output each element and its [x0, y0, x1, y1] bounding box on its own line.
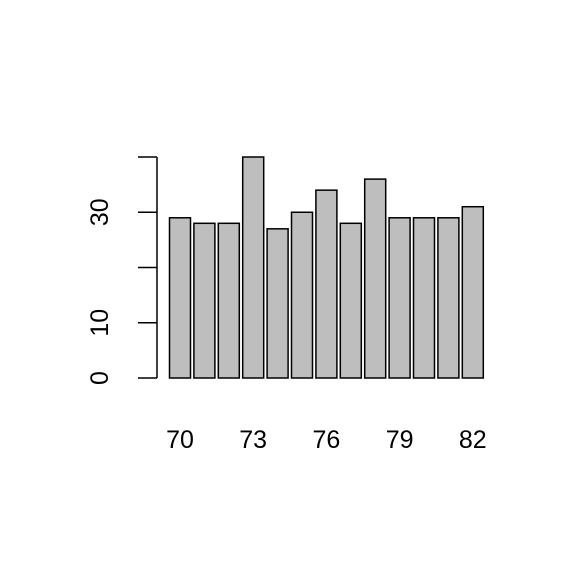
bar-73: [241, 156, 265, 379]
bar-70: [168, 217, 192, 379]
x-tick-label-76: 76: [312, 426, 340, 454]
bars-layer: [168, 156, 485, 379]
bar-72: [217, 222, 241, 379]
y-axis: 0 10 30: [86, 156, 158, 385]
bar-82: [461, 205, 485, 379]
x-tick-label-82: 82: [459, 426, 487, 454]
bar-76: [315, 189, 338, 379]
bar-71: [193, 222, 216, 379]
bar-75: [290, 211, 314, 379]
y-tick-label-10: 10: [86, 309, 114, 337]
bar-80: [412, 217, 436, 379]
bar-77: [339, 222, 363, 379]
x-tick-label-70: 70: [166, 426, 194, 454]
x-tick-label-73: 73: [239, 426, 267, 454]
bar-79: [388, 217, 411, 379]
bar-78: [363, 178, 387, 379]
x-axis-labels: 70 73 76 79 82: [166, 426, 487, 454]
x-tick-label-79: 79: [386, 426, 414, 454]
bar-74: [266, 228, 289, 379]
y-tick-label-30: 30: [86, 198, 114, 226]
y-tick-label-0: 0: [86, 371, 114, 385]
bar-81: [437, 217, 460, 379]
